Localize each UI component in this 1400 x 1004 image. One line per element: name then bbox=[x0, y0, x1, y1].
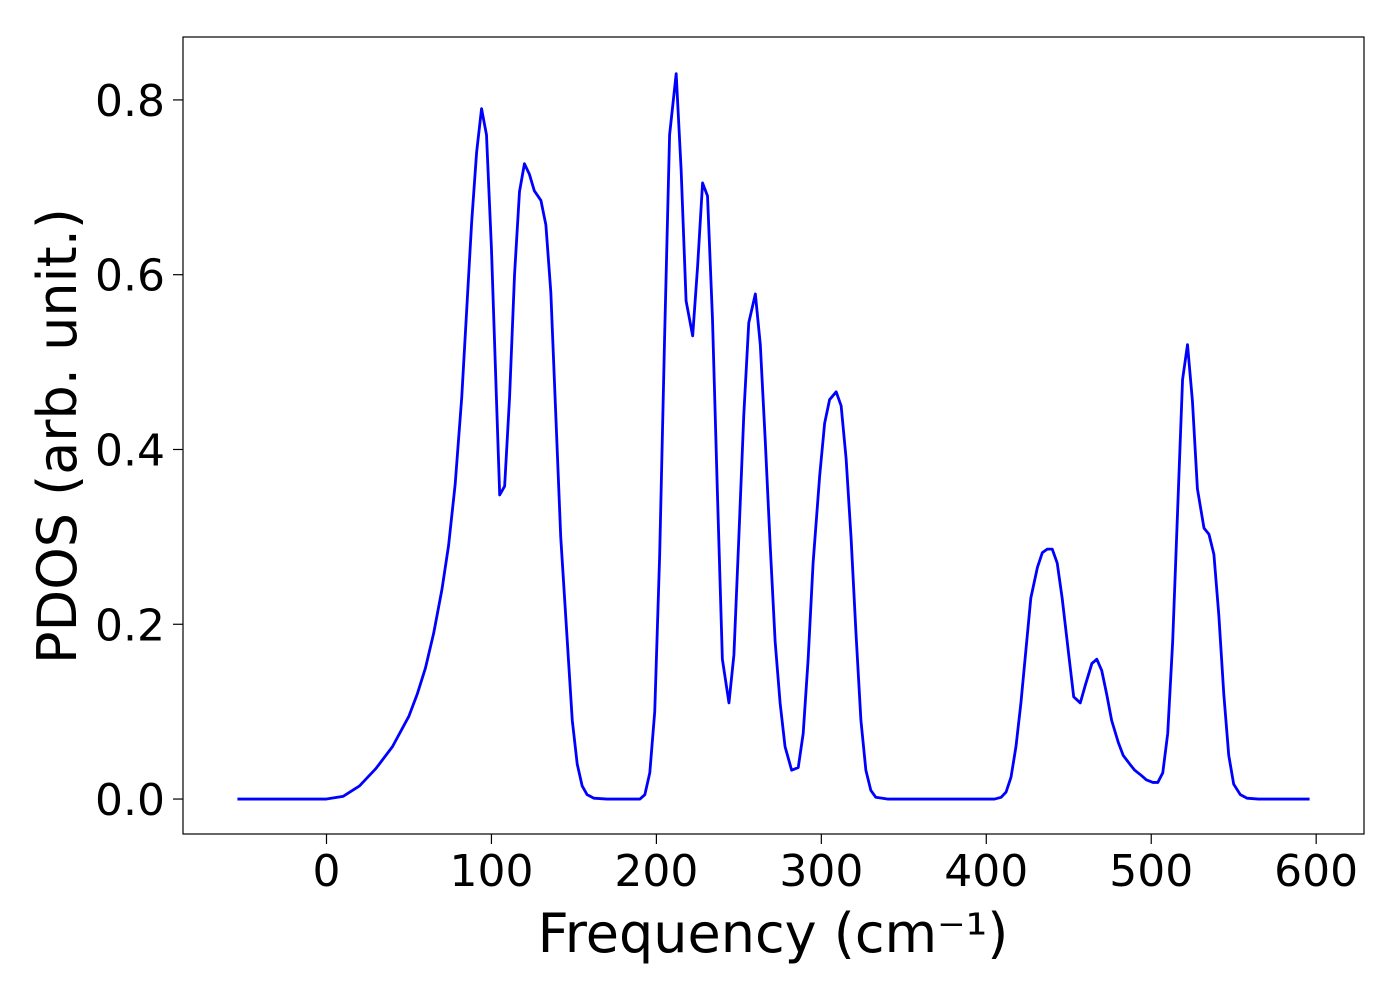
y-tick-label: 0.0 bbox=[95, 775, 165, 826]
plot-frame bbox=[182, 36, 1365, 835]
x-tick-label: 200 bbox=[614, 846, 698, 897]
y-tick-label: 0.8 bbox=[95, 76, 165, 127]
data-line bbox=[237, 72, 1310, 801]
y-tick-label: 0.6 bbox=[95, 251, 165, 302]
y-tick-label: 0.2 bbox=[95, 600, 165, 651]
x-tick-label: 500 bbox=[1109, 846, 1193, 897]
y-tick-label: 0.4 bbox=[95, 425, 165, 476]
x-tick-label: 0 bbox=[313, 846, 341, 897]
x-tick-label: 600 bbox=[1274, 846, 1358, 897]
x-tick-label: 300 bbox=[779, 846, 863, 897]
x-axis-label: Frequency (cm⁻¹) bbox=[538, 902, 1009, 965]
x-tick-label: 100 bbox=[449, 846, 533, 897]
x-tick-label: 400 bbox=[944, 846, 1028, 897]
y-axis-label: PDOS (arb. unit.) bbox=[26, 208, 89, 664]
